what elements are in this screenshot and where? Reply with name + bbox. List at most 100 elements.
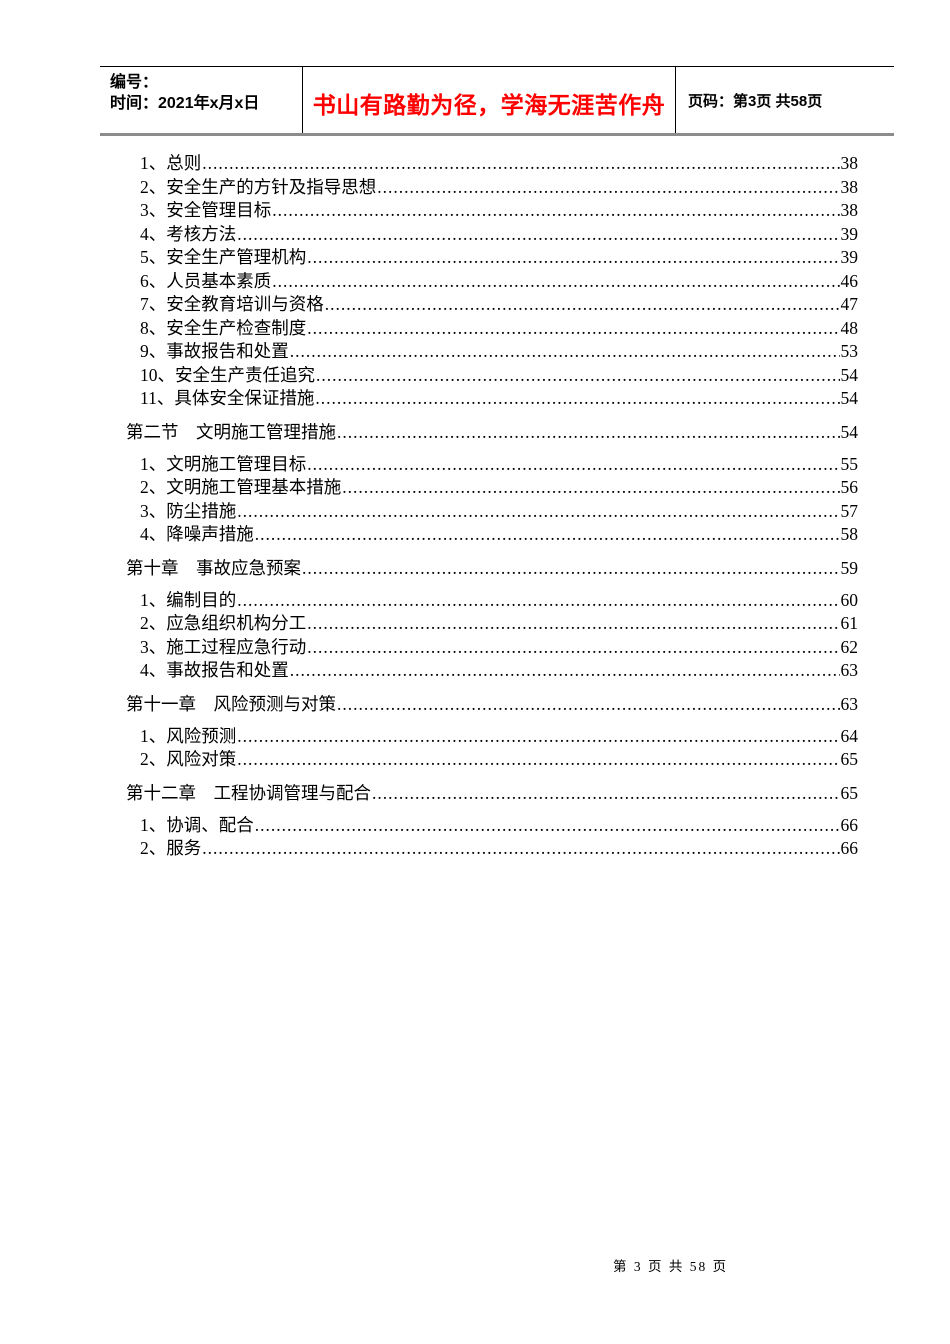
toc-item-row[interactable]: 2、安全生产的方针及指导思想 38 bbox=[126, 176, 858, 200]
toc-entry-label: 1、协调、配合 bbox=[140, 814, 254, 835]
toc-item-row[interactable]: 2、风险对策 65 bbox=[126, 748, 858, 772]
toc-chapter-row[interactable]: 第十一章 风险预测与对策 63 bbox=[126, 692, 858, 716]
toc-leader-dots bbox=[272, 270, 839, 294]
toc-item-row[interactable]: 2、应急组织机构分工 61 bbox=[126, 612, 858, 636]
toc-item-row[interactable]: 2、文明施工管理基本措施 56 bbox=[126, 476, 858, 500]
toc-page-number: 47 bbox=[840, 294, 859, 314]
toc-leader-dots bbox=[337, 692, 840, 716]
toc-page-number: 61 bbox=[840, 613, 859, 633]
toc-entry-label: 7、安全教育培训与资格 bbox=[140, 294, 324, 314]
toc-page-number: 58 bbox=[840, 524, 859, 544]
toc-leader-dots bbox=[307, 317, 839, 341]
toc-chapter-row[interactable]: 第十二章 工程协调管理与配合 65 bbox=[126, 781, 858, 805]
toc-leader-dots bbox=[342, 476, 839, 500]
toc-item-row[interactable]: 3、施工过程应急行动 62 bbox=[126, 636, 858, 660]
toc-entry-label: 3、安全管理目标 bbox=[140, 200, 272, 220]
toc-entry-label: 2、风险对策 bbox=[140, 749, 237, 769]
toc-page-number: 54 bbox=[840, 388, 859, 408]
toc-item-row[interactable]: 4、降噪声措施 58 bbox=[126, 523, 858, 547]
toc-leader-dots bbox=[290, 659, 840, 683]
toc-leader-dots bbox=[325, 293, 840, 317]
toc-item-row[interactable]: 9、事故报告和处置 53 bbox=[126, 340, 858, 364]
toc-item-row[interactable]: 2、服务 66 bbox=[126, 837, 858, 861]
toc-item-row[interactable]: 1、文明施工管理目标 55 bbox=[126, 453, 858, 477]
toc-page-number: 39 bbox=[840, 247, 859, 267]
toc-leader-dots bbox=[377, 176, 839, 200]
footer-page-indicator: 第 3 页 共 58 页 bbox=[613, 1259, 729, 1274]
toc-chapter-row[interactable]: 第二节 文明施工管理措施 54 bbox=[126, 420, 858, 444]
toc-leader-dots bbox=[237, 748, 839, 772]
toc-item-row[interactable]: 3、安全管理目标 38 bbox=[126, 199, 858, 223]
toc-page-number: 55 bbox=[840, 453, 859, 474]
toc-entry-label: 4、事故报告和处置 bbox=[140, 660, 289, 680]
toc-entry-label: 第十二章 工程协调管理与配合 bbox=[126, 782, 371, 803]
toc-leader-dots bbox=[307, 453, 839, 477]
toc-leader-dots bbox=[307, 636, 839, 660]
toc-item-row[interactable]: 11、具体安全保证措施 54 bbox=[126, 387, 858, 411]
toc-entry-label: 9、事故报告和处置 bbox=[140, 341, 289, 361]
toc-page-number: 63 bbox=[840, 660, 859, 680]
toc-entry-label: 第十一章 风险预测与对策 bbox=[126, 693, 336, 714]
toc-leader-dots bbox=[237, 725, 839, 749]
toc-page-number: 38 bbox=[840, 176, 859, 197]
toc-page-number: 65 bbox=[840, 782, 859, 803]
toc-item-row[interactable]: 10、安全生产责任追究 54 bbox=[126, 364, 858, 388]
toc-page-number: 54 bbox=[840, 364, 859, 385]
toc-page-number: 38 bbox=[840, 200, 859, 220]
toc-leader-dots bbox=[202, 837, 839, 861]
toc-entry-label: 1、编制目的 bbox=[140, 589, 237, 610]
toc-item-row[interactable]: 6、人员基本素质 46 bbox=[126, 270, 858, 294]
toc-item-row[interactable]: 4、考核方法 39 bbox=[126, 223, 858, 247]
toc-leader-dots bbox=[290, 340, 840, 364]
toc-item-row[interactable]: 5、安全生产管理机构 39 bbox=[126, 246, 858, 270]
toc-entry-label: 5、安全生产管理机构 bbox=[140, 247, 307, 267]
toc-page-number: 63 bbox=[840, 693, 859, 714]
toc-entry-label: 第十章 事故应急预案 bbox=[126, 557, 301, 578]
toc-item-row[interactable]: 4、事故报告和处置 63 bbox=[126, 659, 858, 683]
toc-leader-dots bbox=[237, 589, 839, 613]
toc-entry-label: 3、施工过程应急行动 bbox=[140, 636, 307, 657]
toc-item-row[interactable]: 1、协调、配合 66 bbox=[126, 814, 858, 838]
toc-leader-dots bbox=[255, 523, 840, 547]
toc-item-row[interactable]: 8、安全生产检查制度 48 bbox=[126, 317, 858, 341]
header-number-label: 编号： bbox=[110, 74, 159, 91]
toc-entry-label: 10、安全生产责任追究 bbox=[140, 364, 315, 385]
toc-leader-dots bbox=[237, 223, 839, 247]
toc-page-number: 57 bbox=[840, 500, 859, 521]
toc: 1、总则 38 2、安全生产的方针及指导思想 38 3、安全管理目标 38 4、考核方法 39… bbox=[126, 152, 858, 861]
toc-entry-label: 11、具体安全保证措施 bbox=[140, 388, 315, 408]
toc-page-number: 48 bbox=[840, 317, 859, 338]
toc-page-number: 60 bbox=[840, 589, 859, 610]
toc-entry-label: 1、风险预测 bbox=[140, 725, 237, 746]
toc-entry-label: 1、总则 bbox=[140, 153, 202, 173]
toc-entry-label: 4、考核方法 bbox=[140, 223, 237, 244]
toc-entry-label: 1、文明施工管理目标 bbox=[140, 453, 307, 474]
toc-item-row[interactable]: 1、总则 38 bbox=[126, 152, 858, 176]
toc-item-row[interactable]: 1、编制目的 60 bbox=[126, 589, 858, 613]
toc-entry-label: 8、安全生产检查制度 bbox=[140, 317, 307, 338]
toc-leader-dots bbox=[272, 199, 839, 223]
toc-leader-dots bbox=[307, 612, 839, 636]
header-motto: 书山有路勤为径，学海无涯苦作舟 bbox=[312, 92, 666, 118]
toc-page-number: 54 bbox=[840, 421, 859, 442]
toc-page-number: 66 bbox=[840, 814, 859, 835]
toc-leader-dots bbox=[237, 500, 839, 524]
toc-item-row[interactable]: 3、防尘措施 57 bbox=[126, 500, 858, 524]
toc-item-row[interactable]: 1、风险预测 64 bbox=[126, 725, 858, 749]
toc-page-number: 64 bbox=[840, 725, 859, 746]
toc-chapter-row[interactable]: 第十章 事故应急预案 59 bbox=[126, 556, 858, 580]
toc-page-number: 53 bbox=[840, 341, 859, 361]
toc-leader-dots bbox=[255, 814, 840, 838]
toc-entry-label: 2、服务 bbox=[140, 838, 202, 858]
toc-entry-label: 2、安全生产的方针及指导思想 bbox=[140, 176, 377, 197]
toc-entry-label: 2、文明施工管理基本措施 bbox=[140, 477, 342, 497]
header-table: 编号： 时间：2021年x月x日 书山有路勤为径，学海无涯苦作舟 页码：第3页 … bbox=[100, 66, 894, 136]
toc-leader-dots bbox=[337, 420, 840, 444]
toc-leader-dots bbox=[307, 246, 839, 270]
header-time-label: 时间：2021年x月x日 bbox=[110, 95, 260, 112]
toc-entry-label: 2、应急组织机构分工 bbox=[140, 613, 307, 633]
header-cell-middle: 书山有路勤为径，学海无涯苦作舟 bbox=[303, 67, 676, 133]
toc-page-number: 56 bbox=[840, 477, 859, 497]
toc-item-row[interactable]: 7、安全教育培训与资格 47 bbox=[126, 293, 858, 317]
